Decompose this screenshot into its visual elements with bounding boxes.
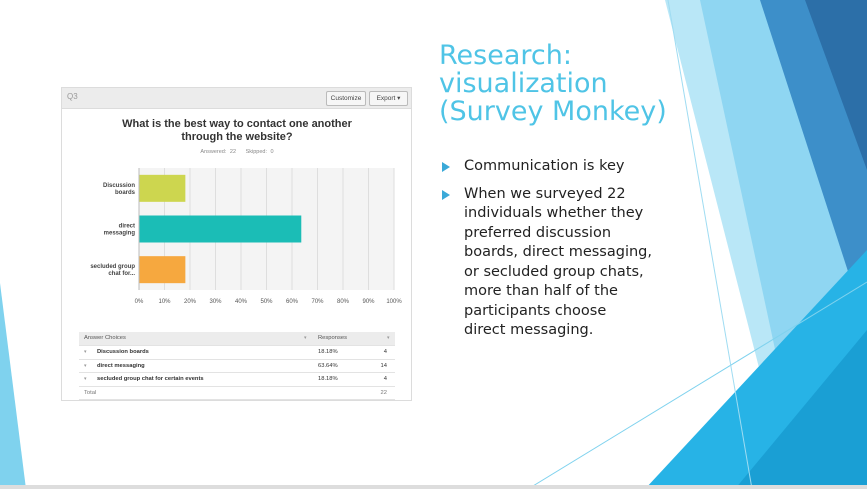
question-title: What is the best way to contact one anot… [122, 118, 352, 143]
x-tick-label: 60% [286, 299, 299, 305]
triangle-bullet-icon [442, 189, 450, 200]
slide-title: Research: visualization (Survey Monkey) [439, 42, 699, 126]
choice-label: secluded group chat for certain events [97, 376, 204, 382]
triangle-bullet-icon [442, 162, 450, 172]
y-category-label: Discussion boards [103, 183, 136, 196]
sort-chevron-icon[interactable]: ▾ [304, 335, 307, 341]
x-tick-label: 10% [158, 299, 171, 305]
bottom-bar [0, 485, 867, 489]
bullet-item: When we surveyed 22 individuals whether … [440, 185, 670, 341]
slide-title-line: (Survey Monkey) [439, 96, 667, 127]
choice-count: 14 [380, 362, 387, 369]
x-tick-label: 20% [184, 299, 197, 305]
table-row: ▾ secluded group chat for certain events… [79, 373, 395, 387]
choice-label: Discussion boards [97, 349, 149, 355]
expand-chevron-icon[interactable]: ▾ [84, 362, 87, 369]
export-button[interactable]: Export ▾ [369, 91, 408, 106]
question-number: Q3 [67, 92, 78, 101]
bar [139, 215, 302, 243]
y-category-label: secluded group chat for... [90, 264, 135, 277]
choice-percent: 18.18% [318, 349, 338, 355]
bullet-text: Communication is key [464, 158, 625, 174]
deco-line-2 [667, 0, 753, 489]
y-category-label: direct messaging [104, 224, 136, 237]
choice-count: 4 [383, 349, 387, 355]
header-answer-choices[interactable]: Answer Choices [84, 335, 126, 341]
total-count: 22 [380, 389, 387, 396]
customize-button[interactable]: Customize [326, 91, 366, 106]
bar [139, 174, 186, 202]
bullet-item: Communication is key [440, 157, 670, 177]
expand-chevron-icon[interactable]: ▾ [84, 376, 87, 382]
left-edge-shape [0, 283, 26, 489]
bar [139, 256, 186, 284]
bullet-text: When we surveyed 22 individuals whether … [464, 185, 652, 339]
choice-label: direct messaging [97, 362, 145, 369]
slide-title-line: Research: [439, 40, 572, 71]
skipped-count: Skipped: 0 [245, 149, 274, 155]
slide-title-line: visualization [439, 68, 608, 99]
survey-screenshot: Q3 Customize Export ▾ What is the best w… [61, 87, 412, 401]
right-shape-4 [805, 0, 867, 170]
x-tick-label: 40% [235, 299, 248, 305]
expand-chevron-icon[interactable]: ▾ [84, 349, 87, 355]
table-total-row: Total 22 [79, 387, 395, 400]
bullet-list: Communication is key When we surveyed 22… [440, 157, 670, 349]
x-tick-label: 70% [311, 299, 324, 305]
x-tick-label: 90% [362, 299, 375, 305]
bar-chart: 0% 10% 20% 30% 40% 50% 60% 70% 80% 90% 100% Discuss… [90, 168, 402, 305]
table-row: ▾ direct messaging 63.64% 14 [79, 360, 395, 373]
total-label: Total [84, 389, 97, 396]
x-tick-label: 0% [135, 299, 144, 305]
choice-count: 4 [383, 376, 387, 382]
x-tick-label: 30% [209, 299, 222, 305]
choice-percent: 63.64% [318, 362, 338, 369]
x-tick-label: 80% [337, 299, 350, 305]
choice-percent: 18.18% [318, 376, 338, 382]
table-row: ▾ Discussion boards 18.18% 4 [79, 346, 395, 360]
answer-table: Answer Choices ▾ Responses ▾ ▾ Discussio… [79, 332, 395, 400]
answered-count: Answered: 22 [200, 149, 237, 155]
header-responses[interactable]: Responses [318, 335, 348, 341]
question-header: Q3 Customize Export ▾ [62, 88, 411, 109]
answer-stats: Answered: 22 Skipped: 0 [187, 149, 287, 155]
x-tick-label: 50% [260, 299, 273, 305]
deco-line-1 [527, 281, 867, 489]
sort-chevron-icon[interactable]: ▾ [387, 335, 390, 341]
x-tick-label: 100% [386, 299, 402, 305]
table-header-row: Answer Choices ▾ Responses ▾ [79, 332, 395, 346]
right-shape-6 [735, 330, 867, 489]
